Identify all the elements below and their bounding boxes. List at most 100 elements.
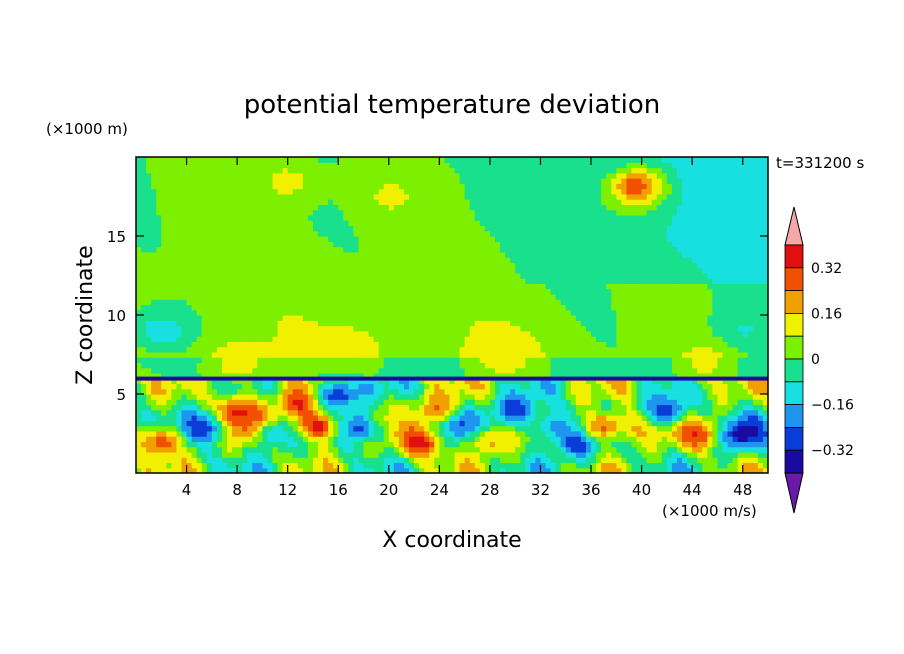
heatmap-cell bbox=[146, 183, 152, 190]
heatmap-cell bbox=[292, 293, 299, 300]
heatmap-cell bbox=[247, 193, 253, 200]
heatmap-cell bbox=[510, 246, 516, 253]
heatmap-cell bbox=[414, 193, 420, 200]
heatmap-cell bbox=[171, 183, 178, 190]
heatmap-cell bbox=[419, 220, 425, 227]
heatmap-cell bbox=[530, 394, 537, 400]
heatmap-cell bbox=[191, 451, 198, 458]
heatmap-cell bbox=[368, 230, 375, 237]
heatmap-cell bbox=[525, 409, 531, 416]
heatmap-cell bbox=[282, 283, 289, 290]
heatmap-cell bbox=[282, 420, 289, 427]
heatmap-cell bbox=[201, 378, 208, 385]
heatmap-cell bbox=[186, 304, 193, 311]
heatmap-cell bbox=[474, 441, 481, 448]
heatmap-cell bbox=[151, 315, 157, 321]
heatmap-cell bbox=[343, 357, 349, 363]
heatmap-cell bbox=[297, 193, 304, 200]
heatmap-cell bbox=[333, 441, 339, 448]
heatmap-cell bbox=[489, 404, 496, 411]
heatmap-cell bbox=[388, 415, 395, 421]
heatmap-cell bbox=[333, 383, 339, 390]
heatmap-cell bbox=[525, 362, 531, 369]
heatmap-cell bbox=[181, 293, 188, 300]
heatmap-cell bbox=[464, 199, 471, 205]
heatmap-cell bbox=[429, 430, 435, 437]
heatmap-cell bbox=[287, 257, 294, 263]
heatmap-cell bbox=[383, 293, 390, 300]
heatmap-cell bbox=[515, 178, 521, 184]
heatmap-cell bbox=[429, 236, 435, 242]
heatmap-cell bbox=[358, 157, 365, 163]
heatmap-cell bbox=[409, 367, 415, 374]
heatmap-cell bbox=[282, 462, 289, 469]
heatmap-cell bbox=[333, 225, 339, 232]
heatmap-cell bbox=[535, 394, 542, 400]
heatmap-cell bbox=[368, 299, 375, 306]
heatmap-cell bbox=[474, 178, 481, 184]
heatmap-cell bbox=[338, 467, 344, 473]
heatmap-cell bbox=[171, 341, 178, 348]
heatmap-cell bbox=[510, 272, 516, 279]
heatmap-cell bbox=[494, 409, 501, 416]
heatmap-cell bbox=[540, 378, 547, 385]
heatmap-cell bbox=[464, 446, 471, 453]
heatmap-cell bbox=[469, 262, 476, 269]
heatmap-cell bbox=[201, 241, 208, 248]
heatmap-cell bbox=[474, 315, 481, 321]
heatmap-cell bbox=[510, 415, 516, 421]
heatmap-cell bbox=[201, 278, 208, 284]
heatmap-cell bbox=[368, 399, 375, 406]
heatmap-cell bbox=[156, 178, 162, 184]
heatmap-cell bbox=[307, 415, 314, 421]
heatmap-cell bbox=[550, 362, 557, 369]
heatmap-cell bbox=[211, 383, 218, 390]
heatmap-cell bbox=[414, 383, 420, 390]
heatmap-cell bbox=[277, 178, 284, 184]
heatmap-cell bbox=[323, 383, 329, 390]
heatmap-cell bbox=[161, 341, 167, 348]
heatmap-cell bbox=[494, 436, 501, 442]
heatmap-cell bbox=[221, 293, 228, 300]
heatmap-cell bbox=[489, 214, 496, 221]
heatmap-cell bbox=[338, 204, 344, 211]
heatmap-cell bbox=[312, 204, 319, 211]
heatmap-cell bbox=[373, 157, 380, 163]
heatmap-cell bbox=[484, 304, 491, 311]
heatmap-cell bbox=[171, 272, 178, 279]
heatmap-cell bbox=[434, 315, 440, 321]
heatmap-cell bbox=[146, 225, 152, 232]
heatmap-cell bbox=[232, 214, 238, 221]
heatmap-cell bbox=[196, 214, 203, 221]
heatmap-cell bbox=[216, 367, 223, 374]
heatmap-cell bbox=[343, 257, 349, 263]
heatmap-cell bbox=[211, 441, 218, 448]
heatmap-cell bbox=[353, 193, 360, 200]
heatmap-cell bbox=[459, 183, 466, 190]
heatmap-cell bbox=[540, 293, 547, 300]
heatmap-cell bbox=[449, 204, 456, 211]
heatmap-cell bbox=[287, 172, 294, 179]
heatmap-cell bbox=[398, 204, 405, 211]
heatmap-cell bbox=[307, 436, 314, 442]
heatmap-cell bbox=[343, 193, 349, 200]
heatmap-cell bbox=[434, 404, 440, 411]
heatmap-cell bbox=[535, 214, 542, 221]
heatmap-cell bbox=[136, 309, 142, 316]
heatmap-cell bbox=[373, 325, 380, 332]
heatmap-cell bbox=[393, 320, 400, 327]
heatmap-cell bbox=[328, 457, 334, 464]
heatmap-cell bbox=[550, 267, 557, 274]
heatmap-cell bbox=[383, 220, 390, 227]
heatmap-cell bbox=[297, 209, 304, 216]
heatmap-cell bbox=[530, 236, 537, 242]
heatmap-cell bbox=[469, 193, 476, 200]
heatmap-cell bbox=[282, 299, 289, 306]
heatmap-cell bbox=[247, 394, 253, 400]
heatmap-cell bbox=[540, 457, 547, 464]
heatmap-cell bbox=[363, 262, 370, 269]
heatmap-cell bbox=[378, 399, 385, 406]
heatmap-cell bbox=[469, 462, 476, 469]
heatmap-cell bbox=[297, 220, 304, 227]
heatmap-cell bbox=[373, 394, 380, 400]
